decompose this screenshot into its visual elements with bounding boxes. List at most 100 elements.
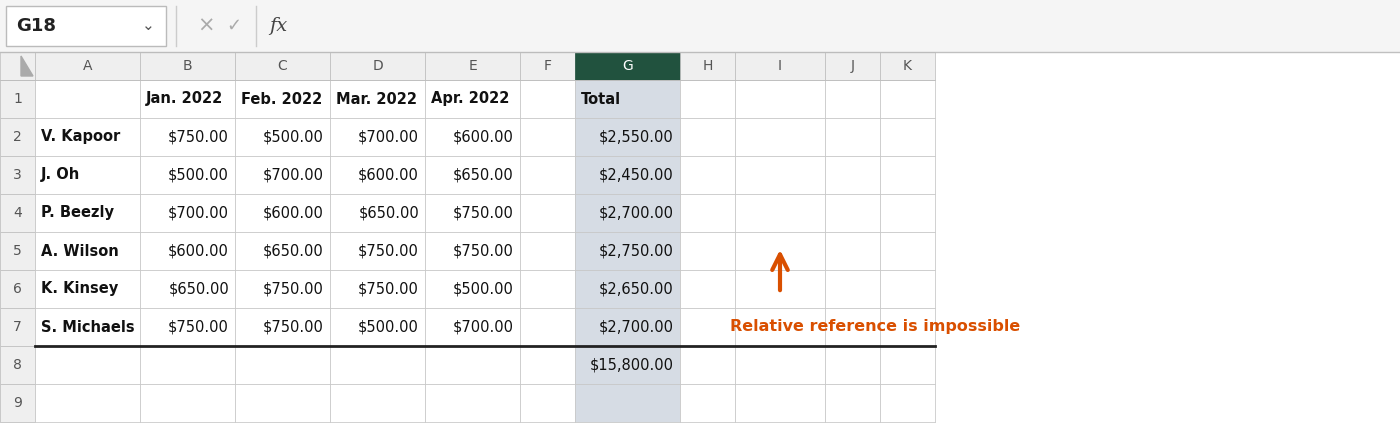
- Bar: [680, 52, 735, 80]
- Text: Relative reference is impossible: Relative reference is impossible: [729, 320, 1021, 334]
- Bar: [735, 308, 825, 346]
- Bar: [735, 52, 825, 80]
- Bar: [426, 346, 519, 384]
- Bar: [330, 232, 426, 270]
- Bar: [825, 194, 881, 232]
- Text: $2,650.00: $2,650.00: [599, 282, 673, 296]
- Bar: [235, 270, 330, 308]
- Text: $750.00: $750.00: [454, 244, 514, 259]
- Bar: [235, 52, 330, 80]
- Bar: [519, 346, 575, 384]
- Bar: [235, 232, 330, 270]
- Bar: [519, 194, 575, 232]
- Bar: [825, 80, 881, 118]
- Text: $750.00: $750.00: [263, 320, 323, 334]
- Text: $750.00: $750.00: [168, 320, 230, 334]
- Bar: [0, 232, 35, 270]
- Text: 1: 1: [13, 92, 22, 106]
- Bar: [140, 346, 235, 384]
- Bar: [426, 194, 519, 232]
- Bar: [519, 232, 575, 270]
- Bar: [140, 270, 235, 308]
- Bar: [680, 118, 735, 156]
- Text: $600.00: $600.00: [168, 244, 230, 259]
- Bar: [426, 118, 519, 156]
- Bar: [140, 156, 235, 194]
- Text: J. Oh: J. Oh: [41, 167, 80, 182]
- Bar: [881, 270, 935, 308]
- Bar: [881, 384, 935, 422]
- Bar: [6, 6, 167, 46]
- Bar: [140, 52, 235, 80]
- Bar: [0, 346, 35, 384]
- Text: A. Wilson: A. Wilson: [41, 244, 119, 259]
- Text: $500.00: $500.00: [454, 282, 514, 296]
- Bar: [235, 308, 330, 346]
- Bar: [35, 52, 140, 80]
- Text: 2: 2: [13, 130, 22, 144]
- Text: S. Michaels: S. Michaels: [41, 320, 134, 334]
- Bar: [735, 346, 825, 384]
- Bar: [575, 270, 680, 308]
- Bar: [825, 52, 881, 80]
- Bar: [825, 270, 881, 308]
- Bar: [825, 118, 881, 156]
- Text: 3: 3: [13, 168, 22, 182]
- Bar: [0, 118, 35, 156]
- Bar: [825, 308, 881, 346]
- Bar: [735, 156, 825, 194]
- Text: $700.00: $700.00: [263, 167, 323, 182]
- Text: $600.00: $600.00: [454, 130, 514, 144]
- Bar: [140, 308, 235, 346]
- Text: $750.00: $750.00: [358, 282, 419, 296]
- Bar: [330, 52, 426, 80]
- Text: 9: 9: [13, 396, 22, 410]
- Bar: [519, 156, 575, 194]
- Bar: [330, 156, 426, 194]
- Text: $650.00: $650.00: [454, 167, 514, 182]
- Bar: [519, 308, 575, 346]
- Bar: [680, 194, 735, 232]
- Text: G18: G18: [15, 17, 56, 35]
- Bar: [0, 52, 35, 80]
- Bar: [35, 194, 140, 232]
- Bar: [140, 80, 235, 118]
- Text: $750.00: $750.00: [263, 282, 323, 296]
- Bar: [140, 232, 235, 270]
- Bar: [680, 308, 735, 346]
- Bar: [330, 194, 426, 232]
- Bar: [680, 270, 735, 308]
- Text: $2,700.00: $2,700.00: [599, 320, 673, 334]
- Bar: [426, 156, 519, 194]
- Bar: [519, 52, 575, 80]
- Bar: [426, 270, 519, 308]
- Bar: [140, 384, 235, 422]
- Bar: [680, 232, 735, 270]
- Text: G: G: [622, 59, 633, 73]
- Text: $2,700.00: $2,700.00: [599, 205, 673, 221]
- Bar: [680, 384, 735, 422]
- Bar: [825, 346, 881, 384]
- Bar: [575, 118, 680, 156]
- Bar: [575, 194, 680, 232]
- Text: fx: fx: [269, 17, 287, 35]
- Bar: [735, 270, 825, 308]
- Bar: [235, 384, 330, 422]
- Bar: [330, 270, 426, 308]
- Bar: [35, 384, 140, 422]
- Text: D: D: [372, 59, 382, 73]
- Text: $2,450.00: $2,450.00: [599, 167, 673, 182]
- Bar: [575, 346, 680, 384]
- Text: $600.00: $600.00: [358, 167, 419, 182]
- Bar: [881, 52, 935, 80]
- Bar: [330, 80, 426, 118]
- Text: $500.00: $500.00: [358, 320, 419, 334]
- Text: $750.00: $750.00: [454, 205, 514, 221]
- Text: $750.00: $750.00: [168, 130, 230, 144]
- Bar: [235, 80, 330, 118]
- Bar: [881, 156, 935, 194]
- Bar: [330, 118, 426, 156]
- Bar: [235, 194, 330, 232]
- Text: P. Beezly: P. Beezly: [41, 205, 113, 221]
- Bar: [519, 118, 575, 156]
